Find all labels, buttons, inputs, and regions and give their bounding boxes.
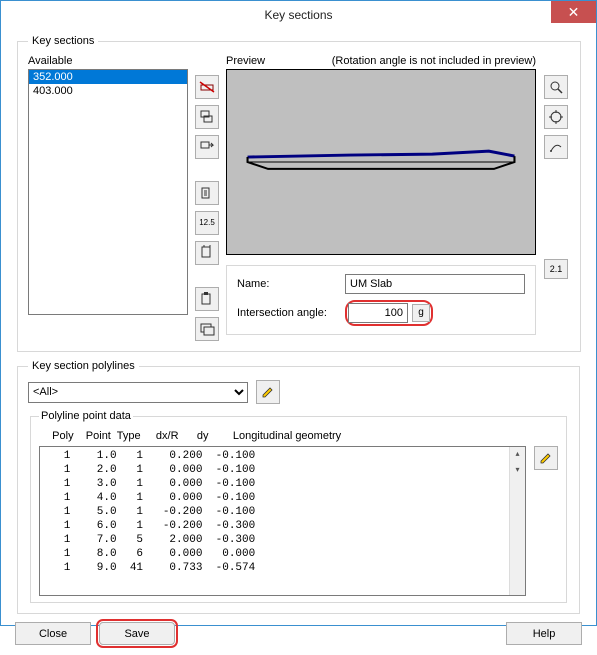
annotate-value-icon: 12.5 <box>199 219 215 227</box>
save-button[interactable]: Save <box>99 622 175 645</box>
dialog-window: Key sections ✕ Key sections Available 35… <box>0 0 597 626</box>
window-title: Key sections <box>264 8 332 22</box>
scroll-up-icon[interactable]: ▴ <box>510 447 525 463</box>
mid-toolbar: 12.5 <box>194 55 220 341</box>
delete-button[interactable] <box>195 75 219 99</box>
scrollbar[interactable]: ▴ ▾ <box>509 447 525 595</box>
zoom-level-button[interactable]: 2.1 <box>544 259 568 279</box>
angle-highlight: g <box>345 300 433 326</box>
pencil-icon <box>538 450 554 466</box>
duplicate-button[interactable] <box>195 105 219 129</box>
measure-button[interactable] <box>544 135 568 159</box>
export-button[interactable] <box>195 181 219 205</box>
point-data-table[interactable]: 1 1.0 1 0.200 -0.100 1 2.0 1 0.000 -0.10… <box>39 446 526 596</box>
measure-icon <box>548 139 564 155</box>
key-sections-legend: Key sections <box>28 35 98 47</box>
zoom-extents-button[interactable] <box>544 75 568 99</box>
angle-label: Intersection angle: <box>237 307 337 319</box>
annotate-value-button[interactable]: 12.5 <box>195 211 219 235</box>
insert-button[interactable] <box>195 135 219 159</box>
intersection-angle-field[interactable] <box>348 303 408 323</box>
edit-point-data-button[interactable] <box>534 446 558 470</box>
available-column: Available 352.000 403.000 <box>28 55 188 341</box>
polyline-filter-select[interactable]: <All> <box>28 382 248 403</box>
list-item[interactable]: 403.000 <box>29 84 187 98</box>
close-button[interactable]: Close <box>15 622 91 645</box>
refresh-button[interactable] <box>195 317 219 341</box>
point-data-legend: Polyline point data <box>39 410 133 422</box>
available-listbox[interactable]: 352.000 403.000 <box>28 69 188 315</box>
right-toolbar: 2.1 <box>542 55 570 341</box>
table-header: Poly Point Type dx/R dy Longitudinal geo… <box>39 428 526 446</box>
available-label: Available <box>28 55 188 67</box>
refresh-icon <box>199 321 215 337</box>
dialog-buttons: Close Save Help <box>15 622 582 645</box>
list-item[interactable]: 352.000 <box>29 70 187 84</box>
name-label: Name: <box>237 278 337 290</box>
angle-unit-button[interactable]: g <box>412 304 430 322</box>
preview-label: Preview <box>226 55 265 67</box>
preview-column: Preview (Rotation angle is not included … <box>226 55 536 341</box>
key-section-polylines-group: Key section polylines <All> Polyline poi… <box>17 360 580 614</box>
content-area: Key sections Available 352.000 403.000 <box>1 29 596 655</box>
name-field[interactable] <box>345 274 525 294</box>
delete-icon <box>199 79 215 95</box>
export-icon <box>199 185 215 201</box>
paste-icon <box>199 291 215 307</box>
preview-drawing <box>227 70 535 254</box>
duplicate-icon <box>199 109 215 125</box>
pencil-icon <box>260 384 276 400</box>
copy-icon <box>199 245 215 261</box>
scroll-down-icon[interactable]: ▾ <box>510 463 525 479</box>
preview-canvas[interactable] <box>226 69 536 255</box>
paste-button[interactable] <box>195 287 219 311</box>
section-properties: Name: Intersection angle: g <box>226 265 536 335</box>
copy-button[interactable] <box>195 241 219 265</box>
edit-polyline-button[interactable] <box>256 380 280 404</box>
zoom-extents-icon <box>548 79 564 95</box>
polylines-legend: Key section polylines <box>28 360 139 372</box>
key-sections-group: Key sections Available 352.000 403.000 <box>17 35 581 352</box>
zoom-target-button[interactable] <box>544 105 568 129</box>
insert-icon <box>199 139 215 155</box>
close-icon[interactable]: ✕ <box>551 1 596 23</box>
titlebar: Key sections ✕ <box>1 1 596 29</box>
zoom-target-icon <box>548 109 564 125</box>
preview-note: (Rotation angle is not included in previ… <box>332 55 536 67</box>
help-button[interactable]: Help <box>506 622 582 645</box>
polyline-point-data-group: Polyline point data Poly Point Type dx/R… <box>30 410 567 603</box>
